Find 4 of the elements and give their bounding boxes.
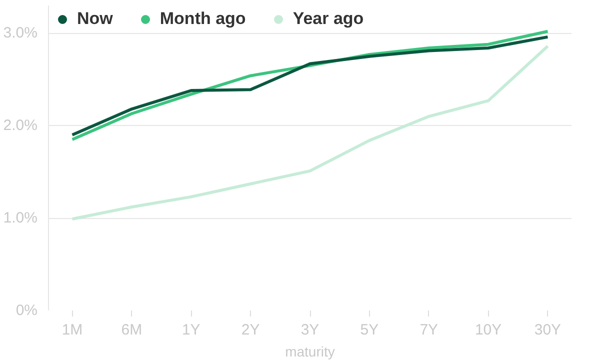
legend-label: Now xyxy=(77,9,113,29)
legend-label: Month ago xyxy=(160,9,246,29)
line-series xyxy=(70,44,550,220)
legend-label: Year ago xyxy=(292,9,364,29)
